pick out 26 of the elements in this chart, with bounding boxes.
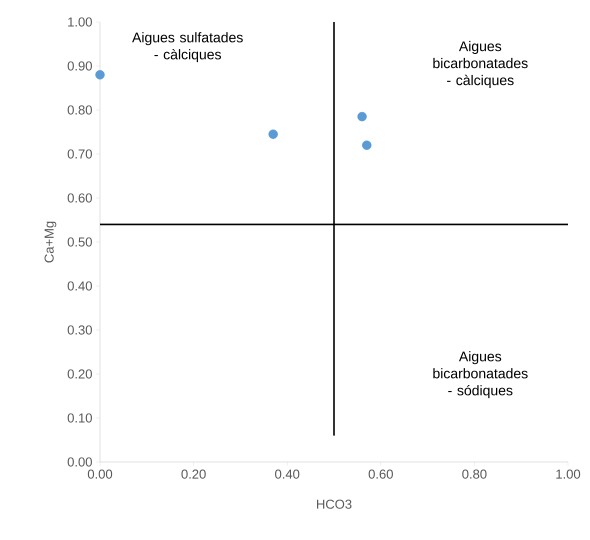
- x-axis-title: HCO3: [317, 500, 352, 509]
- point: [362, 140, 372, 150]
- point: [95, 70, 105, 80]
- point: [268, 129, 278, 139]
- y-tick-label: 0.80: [68, 105, 92, 115]
- y-tick-label: 0.50: [68, 237, 92, 247]
- x-tick-label: 0.60: [368, 470, 393, 479]
- y-tick-label: 0.30: [68, 325, 92, 335]
- x-tick-label: 0.20: [181, 470, 206, 479]
- y-tick-label: 0.90: [68, 61, 92, 71]
- annotation: Aigues sulfatades - càlciques: [132, 32, 243, 62]
- y-tick-label: 0.00: [68, 457, 92, 467]
- point: [357, 112, 367, 122]
- x-tick-label: 0.80: [462, 470, 487, 479]
- annotation: Aigues bicarbonatades - càlciques: [433, 40, 528, 88]
- y-tick-label: 0.20: [68, 369, 92, 379]
- x-tick-label: 1.00: [556, 470, 580, 479]
- x-tick-label: 0.40: [275, 470, 300, 479]
- y-axis-title: Ca+Mg: [44, 222, 56, 262]
- y-tick-label: 1.00: [68, 17, 92, 27]
- y-tick-label: 0.40: [68, 281, 92, 291]
- annotation: Aigues bicarbonatades - sódiques: [433, 351, 528, 398]
- y-tick-label: 0.70: [68, 149, 92, 159]
- y-tick-label: 0.10: [68, 413, 92, 423]
- y-tick-label: 0.60: [68, 193, 92, 203]
- x-tick-label: 0.00: [88, 470, 112, 479]
